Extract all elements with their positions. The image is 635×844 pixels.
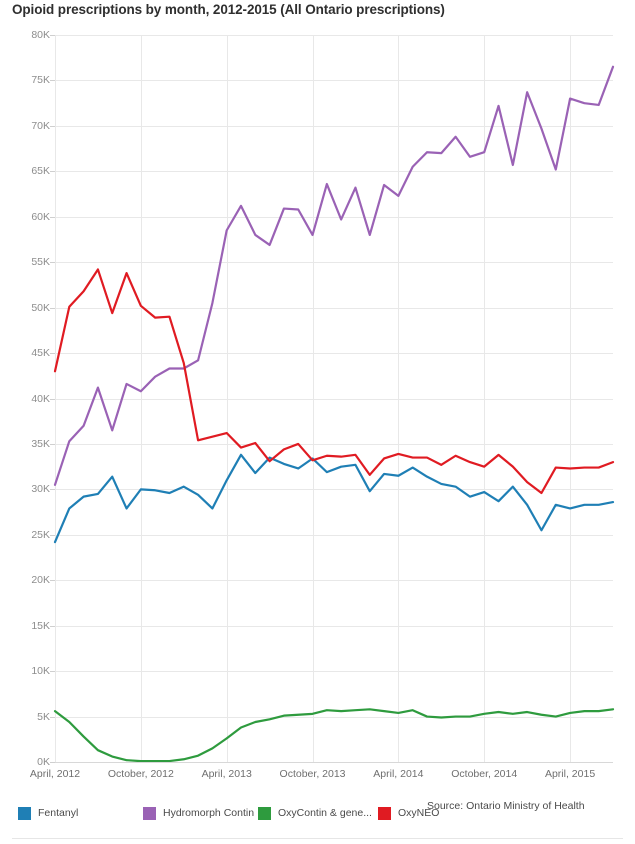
x-axis-tick-label: April, 2014 (373, 768, 424, 780)
gridline (55, 35, 56, 762)
gridline (312, 35, 314, 762)
y-axis-tick-label: 65K (31, 165, 50, 178)
x-axis-tick-label: October, 2014 (451, 768, 518, 780)
gridline (55, 353, 613, 355)
legend-item-label: Fentanyl (38, 807, 79, 819)
gridline (55, 716, 613, 718)
y-axis-tick-label: 10K (31, 665, 50, 678)
y-axis-tick-label: 50K (31, 301, 50, 314)
y-axis-tick-mark (50, 216, 55, 218)
y-axis-tick-mark (50, 580, 55, 582)
gridline (55, 534, 613, 536)
gridline (55, 80, 613, 82)
chart-legend: Source: Ontario Ministry of Health Fenta… (0, 800, 635, 844)
gridline (55, 398, 613, 400)
gridline (55, 35, 613, 36)
gridline (55, 671, 613, 673)
y-axis-tick-label: 70K (31, 119, 50, 132)
legend-color-swatch (258, 806, 271, 820)
source-note: Source: Ontario Ministry of Health (427, 800, 585, 812)
y-axis-tick-label: 55K (31, 256, 50, 269)
y-axis-tick-label: 45K (31, 347, 50, 360)
y-axis-tick-mark (50, 716, 55, 718)
y-axis-tick-label: 5K (37, 710, 50, 723)
y-axis-tick-label: 25K (31, 528, 50, 541)
gridline (398, 35, 400, 762)
series-line-hydromorph-contin (53, 65, 615, 486)
y-axis-tick-label: 60K (31, 210, 50, 223)
y-axis-tick-mark (50, 353, 55, 355)
x-axis-tick-label: April, 2012 (29, 768, 81, 780)
y-axis-tick-mark (50, 443, 55, 445)
x-axis-tick-label: April, 2015 (544, 768, 596, 780)
gridline (570, 35, 572, 762)
y-axis-tick-mark (50, 625, 55, 627)
gridline (55, 489, 613, 491)
y-axis-tick-mark (50, 171, 55, 173)
y-axis-tick-mark (50, 398, 55, 400)
x-axis-tick-label: April, 2013 (201, 768, 252, 780)
gridline (55, 216, 613, 218)
legend-item-oxyneo[interactable]: OxyNEO (378, 805, 439, 821)
y-axis-tick-label: 20K (31, 574, 50, 587)
gridline (55, 125, 613, 127)
y-axis-tick-mark (50, 262, 55, 264)
gridline (55, 307, 613, 309)
y-axis-tick-label: 75K (31, 74, 50, 87)
footer-divider (12, 838, 623, 839)
y-axis: 0K 5K 10K 15K 20K 25K 30K 35K 40K 45K 50K 55K 60K 65K… (0, 29, 50, 768)
series-line-fentanyl (53, 453, 615, 544)
legend-item-fentanyl[interactable]: Fentanyl (18, 805, 78, 821)
series-lines (53, 65, 615, 763)
y-axis-tick-mark (50, 762, 55, 763)
legend-item-label: Hydromorph Contin (163, 807, 255, 819)
y-axis-tick-label: 30K (31, 483, 50, 496)
y-axis-tick-mark (50, 125, 55, 127)
plot-area (50, 35, 615, 763)
y-axis-tick-mark (50, 671, 55, 673)
chart-container: 0K 5K 10K 15K 20K 25K 30K 35K 40K 45K 50K 55K 60K 65K… (0, 22, 635, 792)
legend-color-swatch (18, 806, 31, 820)
series-line-oxyneo (53, 268, 615, 495)
gridline (55, 262, 613, 264)
y-axis-tick-mark (50, 534, 55, 536)
y-axis-tick-label: 35K (31, 437, 50, 450)
y-axis-tick-mark (50, 307, 55, 309)
legend-color-swatch (143, 806, 156, 820)
gridline (55, 171, 613, 173)
gridline (140, 35, 142, 762)
y-axis-tick-label: 0K (37, 756, 50, 768)
gridline (226, 35, 228, 762)
gridline (55, 443, 613, 445)
gridline (55, 625, 613, 627)
series-line-oxycontin-gene (53, 708, 615, 763)
y-axis-tick-label: 15K (31, 619, 50, 632)
y-axis-tick-mark (50, 80, 55, 82)
y-axis-tick-label: 80K (31, 29, 50, 41)
y-axis-tick-mark (50, 35, 55, 36)
x-axis-line (55, 762, 613, 763)
x-axis-tick-label: October, 2013 (279, 768, 346, 780)
legend-item-oxycontin-gene[interactable]: OxyContin & gene... (258, 805, 372, 821)
y-axis-tick-mark (50, 489, 55, 491)
legend-item-label: OxyNEO (398, 807, 440, 819)
y-axis-tick-label: 40K (31, 392, 50, 405)
gridline (484, 35, 486, 762)
legend-item-label: OxyContin & gene... (278, 807, 372, 819)
gridline (55, 580, 613, 582)
page-title: Opioid prescriptions by month, 2012-2015… (12, 2, 445, 17)
legend-item-hydromorph-contin[interactable]: Hydromorph Contin (143, 805, 254, 821)
legend-color-swatch (378, 806, 391, 820)
x-axis-tick-label: October, 2012 (107, 768, 174, 780)
